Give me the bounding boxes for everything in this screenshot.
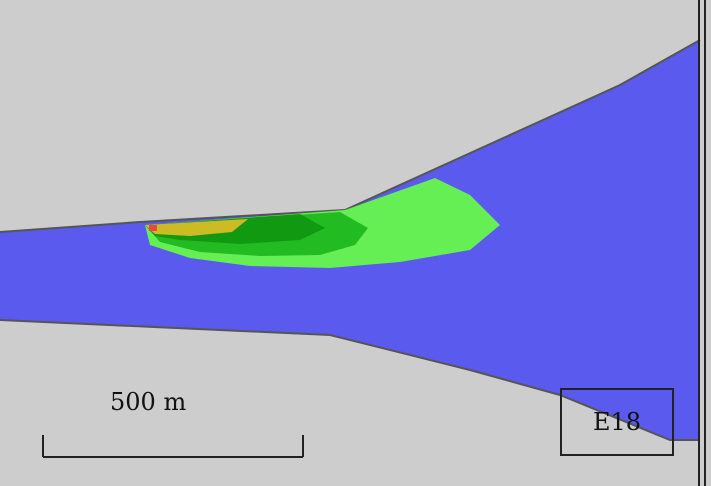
riverbank-line-south (0, 319, 700, 441)
scale-bar-label: 500 m (110, 388, 187, 416)
plume-zone-red (149, 225, 157, 231)
scale-bar (42, 435, 304, 458)
plume-zone-yellow (145, 219, 248, 236)
section-label-box: E18 (560, 388, 674, 456)
section-label: E18 (592, 408, 642, 436)
